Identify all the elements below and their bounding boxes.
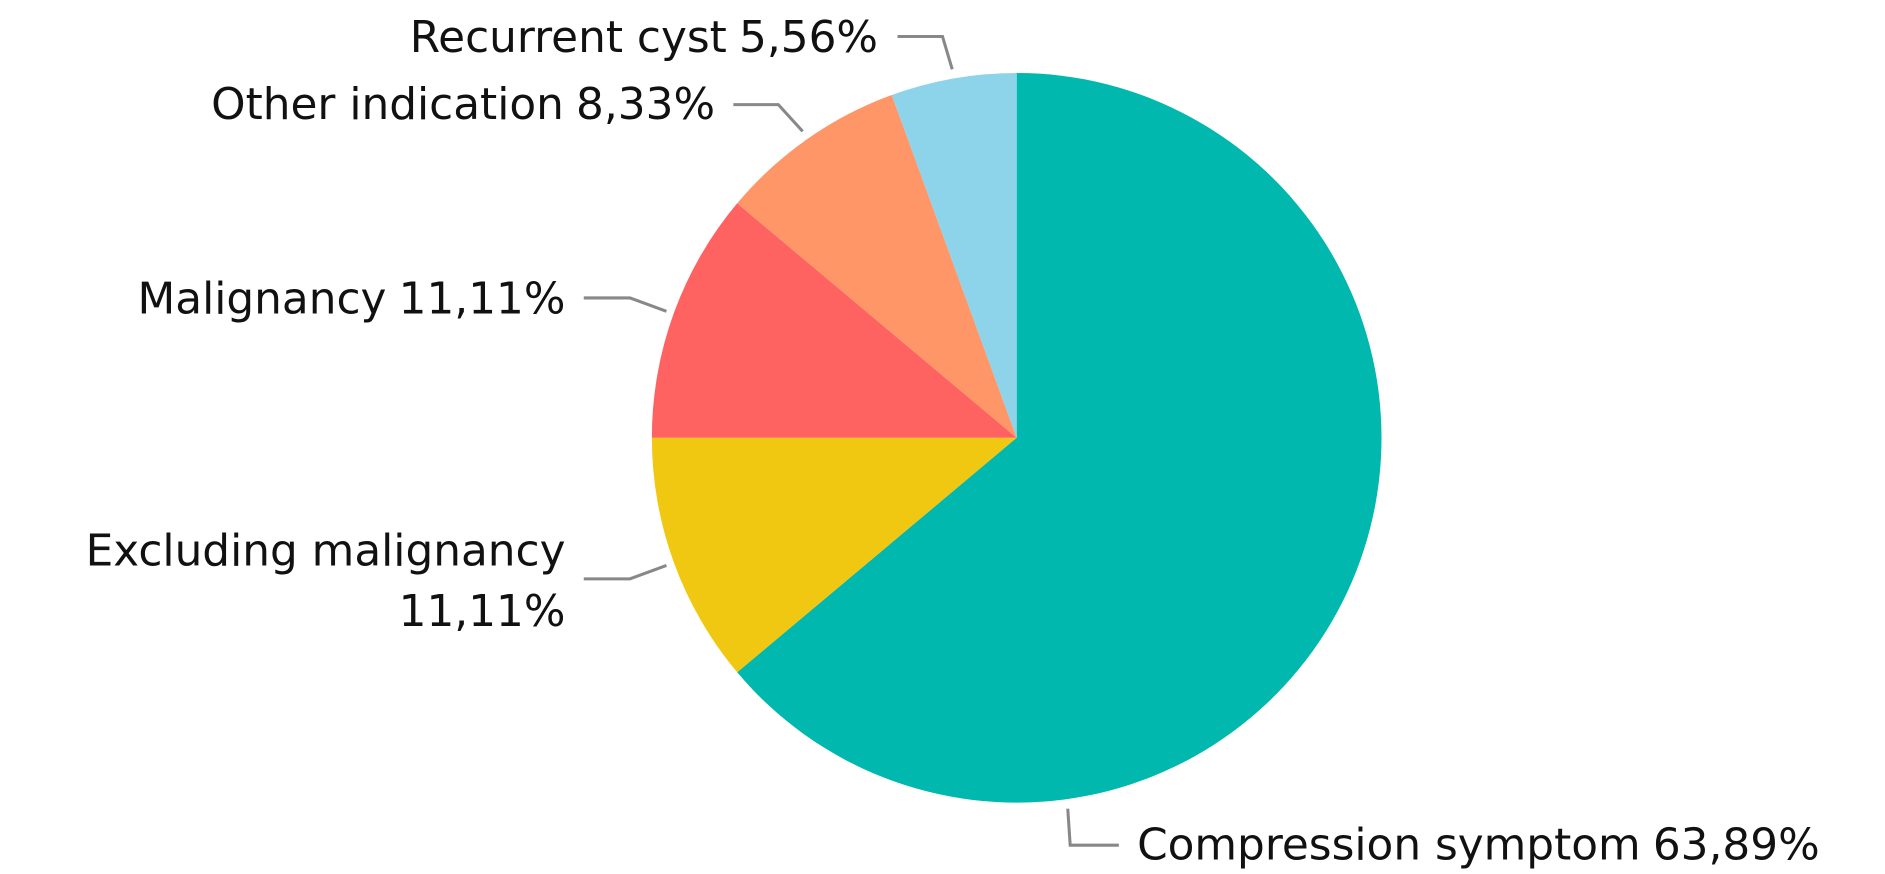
pie-slice bbox=[891, 72, 1017, 438]
value-label: 5,56% bbox=[739, 12, 878, 63]
category-name: Malignancy bbox=[138, 274, 387, 325]
category-name: Compression symptom bbox=[1137, 820, 1641, 871]
slice-label: Compression symptom 63,89% bbox=[1137, 820, 1820, 871]
slice-label: Malignancy 11,11% bbox=[138, 274, 566, 325]
value-label: 63,89% bbox=[1653, 820, 1820, 871]
leader-line bbox=[733, 103, 804, 133]
pie-slice bbox=[737, 95, 1017, 438]
leader-line bbox=[897, 34, 954, 70]
leader-line bbox=[583, 296, 667, 313]
value-label: 11,11% bbox=[399, 274, 566, 325]
category-name: Recurrent cyst bbox=[410, 12, 727, 63]
value-label: 8,33% bbox=[576, 79, 715, 130]
slice-label: Excluding malignancy bbox=[86, 525, 566, 576]
pie-slice bbox=[651, 437, 1017, 673]
category-name: Other indication bbox=[211, 79, 564, 130]
leader-line bbox=[1066, 808, 1119, 847]
leader-line bbox=[583, 564, 667, 581]
pie-slice bbox=[651, 203, 1017, 438]
pie-slice bbox=[737, 72, 1382, 803]
value-label: 11,11% bbox=[399, 586, 566, 637]
slice-label: Other indication 8,33% bbox=[211, 79, 715, 130]
slice-label: Recurrent cyst 5,56% bbox=[410, 12, 878, 63]
